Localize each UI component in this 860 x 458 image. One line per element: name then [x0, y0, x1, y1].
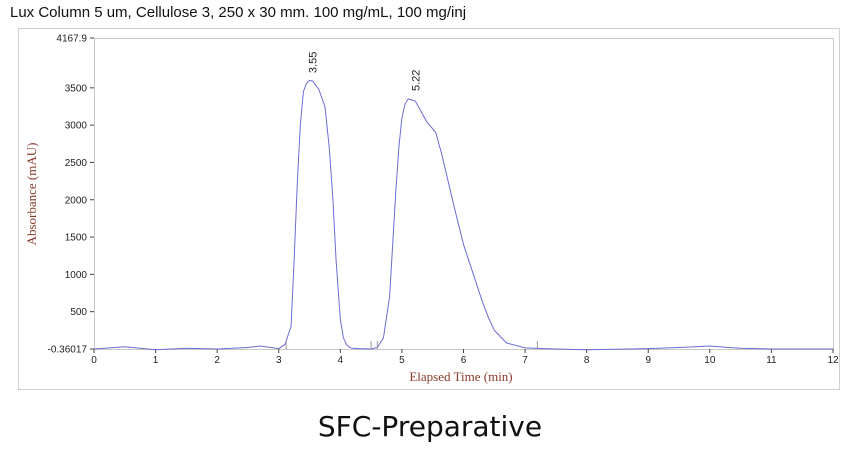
x-tick-label: 2 [214, 355, 220, 366]
x-axis: 0 1 2 3 4 5 6 7 8 9 10 11 12 [91, 349, 839, 366]
x-tick-label: 0 [91, 355, 97, 366]
peak-labels: 3.55 5.22 [308, 52, 423, 91]
x-tick-label: 10 [704, 355, 716, 366]
x-tick-label: 1 [153, 355, 159, 366]
x-tick-label: 8 [584, 355, 590, 366]
y-tick-label: 1500 [65, 233, 88, 244]
x-tick-label: 9 [645, 355, 651, 366]
y-axis: -0.36017 500 1000 1500 2000 2500 3000 3500 4167.… [48, 34, 94, 356]
y-tick-label: 3500 [65, 83, 88, 94]
x-tick-label: 5 [399, 355, 405, 366]
y-tick-label: 2500 [65, 158, 88, 169]
x-tick-label: 12 [827, 355, 839, 366]
x-tick-label: 4 [338, 355, 344, 366]
peak-label: 5.22 [411, 70, 423, 91]
integration-markers [285, 341, 538, 349]
chromatogram-chart: -0.36017 500 1000 1500 2000 2500 3000 3500 4167.… [18, 28, 840, 390]
peak-label: 3.55 [308, 52, 320, 73]
y-tick-label: 4167.9 [56, 34, 87, 45]
y-tick-label: 500 [70, 307, 87, 318]
x-tick-label: 6 [461, 355, 467, 366]
y-tick-label: 3000 [65, 121, 88, 132]
chromatogram-panel: -0.36017 500 1000 1500 2000 2500 3000 3500 4167.… [18, 28, 840, 390]
figure-caption: SFC-Preparative [317, 410, 543, 443]
x-axis-title: Elapsed Time (min) [409, 369, 512, 384]
y-tick-label: 2000 [65, 195, 88, 206]
x-tick-label: 11 [766, 355, 777, 366]
x-tick-label: 7 [522, 355, 528, 366]
chart-title: Lux Column 5 um, Cellulose 3, 250 x 30 m… [10, 4, 467, 21]
y-axis-title: Absorbance (mAU) [24, 143, 39, 246]
plot-area-border [94, 38, 834, 350]
chromatogram-trace [93, 79, 833, 351]
y-tick-label: -0.36017 [48, 345, 88, 356]
y-tick-label: 1000 [65, 270, 88, 281]
x-tick-label: 3 [276, 355, 282, 366]
